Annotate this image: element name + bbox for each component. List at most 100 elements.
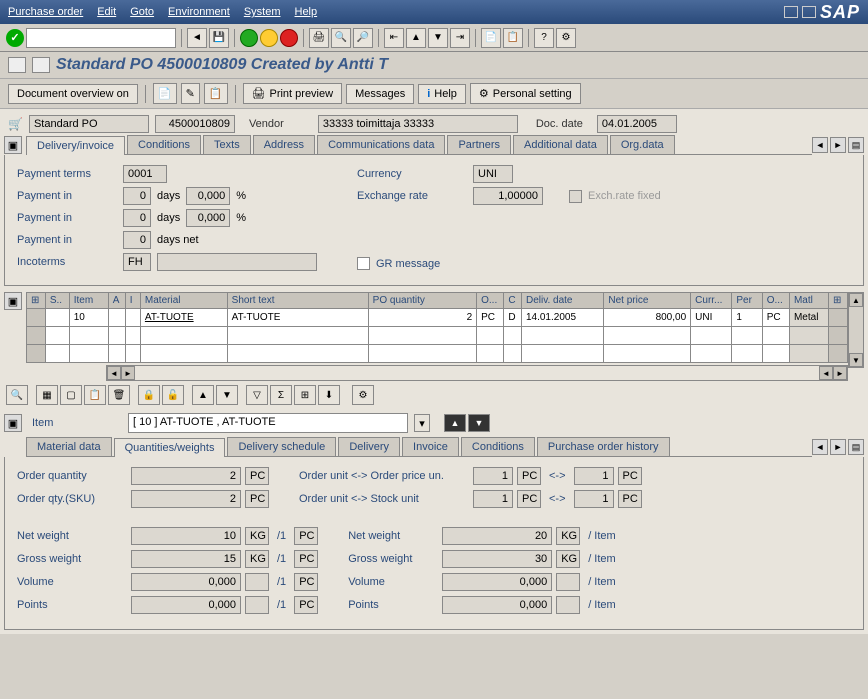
tab-po-history[interactable]: Purchase order history bbox=[537, 437, 670, 456]
item-selector[interactable]: [ 10 ] AT-TUOTE , AT-TUOTE bbox=[128, 413, 408, 433]
enter-icon[interactable]: ✓ bbox=[6, 29, 24, 47]
payment-in-3-days[interactable]: 0 bbox=[123, 231, 151, 249]
col-deliv-date[interactable]: Deliv. date bbox=[521, 293, 603, 309]
hscroll-right-icon[interactable]: ► bbox=[833, 366, 847, 380]
itab-right-icon[interactable]: ► bbox=[830, 439, 846, 455]
window-max-icon[interactable] bbox=[802, 6, 816, 18]
col-config[interactable]: ⊞ bbox=[829, 293, 848, 309]
detail-icon[interactable]: 🔍 bbox=[6, 385, 28, 405]
tab-scroll-right-icon[interactable]: ► bbox=[830, 137, 846, 153]
item-prev-icon[interactable]: ▲ bbox=[444, 414, 466, 432]
col-c[interactable]: C bbox=[504, 293, 522, 309]
layout-icon[interactable]: ⚙ bbox=[556, 28, 576, 48]
volume-field[interactable]: 0,000 bbox=[131, 573, 241, 591]
cancel-button[interactable] bbox=[280, 29, 298, 47]
detail-collapse-icon[interactable]: ▣ bbox=[4, 414, 22, 432]
conv1-left[interactable]: 1 bbox=[473, 467, 513, 485]
order-qty-field[interactable]: 2 bbox=[131, 467, 241, 485]
tab-comm-data[interactable]: Communications data bbox=[317, 135, 445, 154]
shortcut-icon[interactable]: 📋 bbox=[503, 28, 523, 48]
item-collapse-icon[interactable]: ▣ bbox=[4, 292, 22, 310]
gr-message-checkbox[interactable] bbox=[357, 257, 370, 270]
help-icon[interactable]: ? bbox=[534, 28, 554, 48]
default-icon[interactable]: ⚙ bbox=[352, 385, 374, 405]
first-page-icon[interactable]: ⇤ bbox=[384, 28, 404, 48]
cell-deliv[interactable]: 14.01.2005 bbox=[521, 309, 603, 327]
last-page-icon[interactable]: ⇥ bbox=[450, 28, 470, 48]
col-net-price[interactable]: Net price bbox=[604, 293, 691, 309]
col-per[interactable]: Per bbox=[732, 293, 762, 309]
menu-system[interactable]: System bbox=[244, 6, 281, 18]
print-preview-button[interactable]: 🖨 Print preview bbox=[243, 83, 343, 104]
change-icon[interactable]: ✎ bbox=[181, 83, 200, 104]
unlock-icon[interactable]: 🔓 bbox=[162, 385, 184, 405]
app-icon-1[interactable] bbox=[8, 57, 26, 73]
col-material[interactable]: Material bbox=[140, 293, 227, 309]
save-icon[interactable]: 💾 bbox=[209, 28, 229, 48]
exch-rate-field[interactable]: 1,00000 bbox=[473, 187, 543, 205]
col-i[interactable]: I bbox=[125, 293, 140, 309]
cell-opu[interactable]: PC bbox=[762, 309, 789, 327]
menu-environment[interactable]: Environment bbox=[168, 6, 230, 18]
cell-item[interactable]: 10 bbox=[69, 309, 108, 327]
tab-partners[interactable]: Partners bbox=[447, 135, 511, 154]
cell-material[interactable]: AT-TUOTE bbox=[140, 309, 227, 327]
print-icon[interactable]: 🖨 bbox=[309, 28, 329, 48]
command-field[interactable] bbox=[26, 28, 176, 48]
other-po-icon[interactable]: 📋 bbox=[204, 83, 228, 104]
item-next-icon[interactable]: ▼ bbox=[468, 414, 490, 432]
payment-in-2-pct[interactable]: 0,000 bbox=[186, 209, 230, 227]
next-page-icon[interactable]: ▼ bbox=[428, 28, 448, 48]
menu-edit[interactable]: Edit bbox=[97, 6, 116, 18]
vscroll-down-icon[interactable]: ▼ bbox=[849, 353, 863, 367]
tab-texts[interactable]: Texts bbox=[203, 135, 251, 154]
col-ou[interactable]: O... bbox=[477, 293, 504, 309]
vscroll-up-icon[interactable]: ▲ bbox=[849, 293, 863, 307]
cell-qty[interactable]: 2 bbox=[368, 309, 476, 327]
cell-per[interactable]: 1 bbox=[732, 309, 762, 327]
col-select[interactable]: ⊞ bbox=[27, 293, 46, 309]
doc-overview-button[interactable]: Document overview on bbox=[8, 84, 138, 104]
tab-quantities-weights[interactable]: Quantities/weights bbox=[114, 438, 226, 457]
conv1-right[interactable]: 1 bbox=[574, 467, 614, 485]
back-button[interactable] bbox=[240, 29, 258, 47]
create-icon[interactable]: 📄 bbox=[153, 83, 177, 104]
cell-short[interactable]: AT-TUOTE bbox=[227, 309, 368, 327]
col-qty[interactable]: PO quantity bbox=[368, 293, 476, 309]
conv2-right[interactable]: 1 bbox=[574, 490, 614, 508]
tab-additional[interactable]: Additional data bbox=[513, 135, 608, 154]
layout-grid-icon[interactable]: ⊞ bbox=[294, 385, 316, 405]
payment-terms-field[interactable]: 0001 bbox=[123, 165, 167, 183]
tab-orgdata[interactable]: Org.data bbox=[610, 135, 675, 154]
col-a[interactable]: A bbox=[108, 293, 125, 309]
itab-list-icon[interactable]: ▤ bbox=[848, 439, 864, 455]
payment-in-2-days[interactable]: 0 bbox=[123, 209, 151, 227]
col-item[interactable]: Item bbox=[69, 293, 108, 309]
hscroll-right2-icon[interactable]: ◄ bbox=[819, 366, 833, 380]
tab-scroll-left-icon[interactable]: ◄ bbox=[812, 137, 828, 153]
app-icon-2[interactable] bbox=[32, 57, 50, 73]
export-icon[interactable]: ⬇ bbox=[318, 385, 340, 405]
cell-curr[interactable]: UNI bbox=[691, 309, 732, 327]
menu-help[interactable]: Help bbox=[295, 6, 318, 18]
conv2-left[interactable]: 1 bbox=[473, 490, 513, 508]
window-min-icon[interactable] bbox=[784, 6, 798, 18]
col-short-text[interactable]: Short text bbox=[227, 293, 368, 309]
po-type-field[interactable]: Standard PO bbox=[29, 115, 149, 133]
tab-delivery-schedule[interactable]: Delivery schedule bbox=[227, 437, 336, 456]
col-opu[interactable]: O... bbox=[762, 293, 789, 309]
hscroll-left2-icon[interactable]: ► bbox=[121, 366, 135, 380]
tab-address[interactable]: Address bbox=[253, 135, 315, 154]
personal-setting-button[interactable]: ⚙ Personal setting bbox=[470, 83, 581, 104]
select-all-icon[interactable]: ▦ bbox=[36, 385, 58, 405]
delete-icon[interactable]: 🗑 bbox=[108, 385, 130, 405]
col-curr[interactable]: Curr... bbox=[691, 293, 732, 309]
itab-left-icon[interactable]: ◄ bbox=[812, 439, 828, 455]
tab-list-icon[interactable]: ▤ bbox=[848, 137, 864, 153]
find-next-icon[interactable]: 🔎 bbox=[353, 28, 373, 48]
menu-goto[interactable]: Goto bbox=[130, 6, 154, 18]
cell-price[interactable]: 800,00 bbox=[604, 309, 691, 327]
prev-page-icon[interactable]: ▲ bbox=[406, 28, 426, 48]
cell-ou[interactable]: PC bbox=[477, 309, 504, 327]
sort-asc-icon[interactable]: ▲ bbox=[192, 385, 214, 405]
